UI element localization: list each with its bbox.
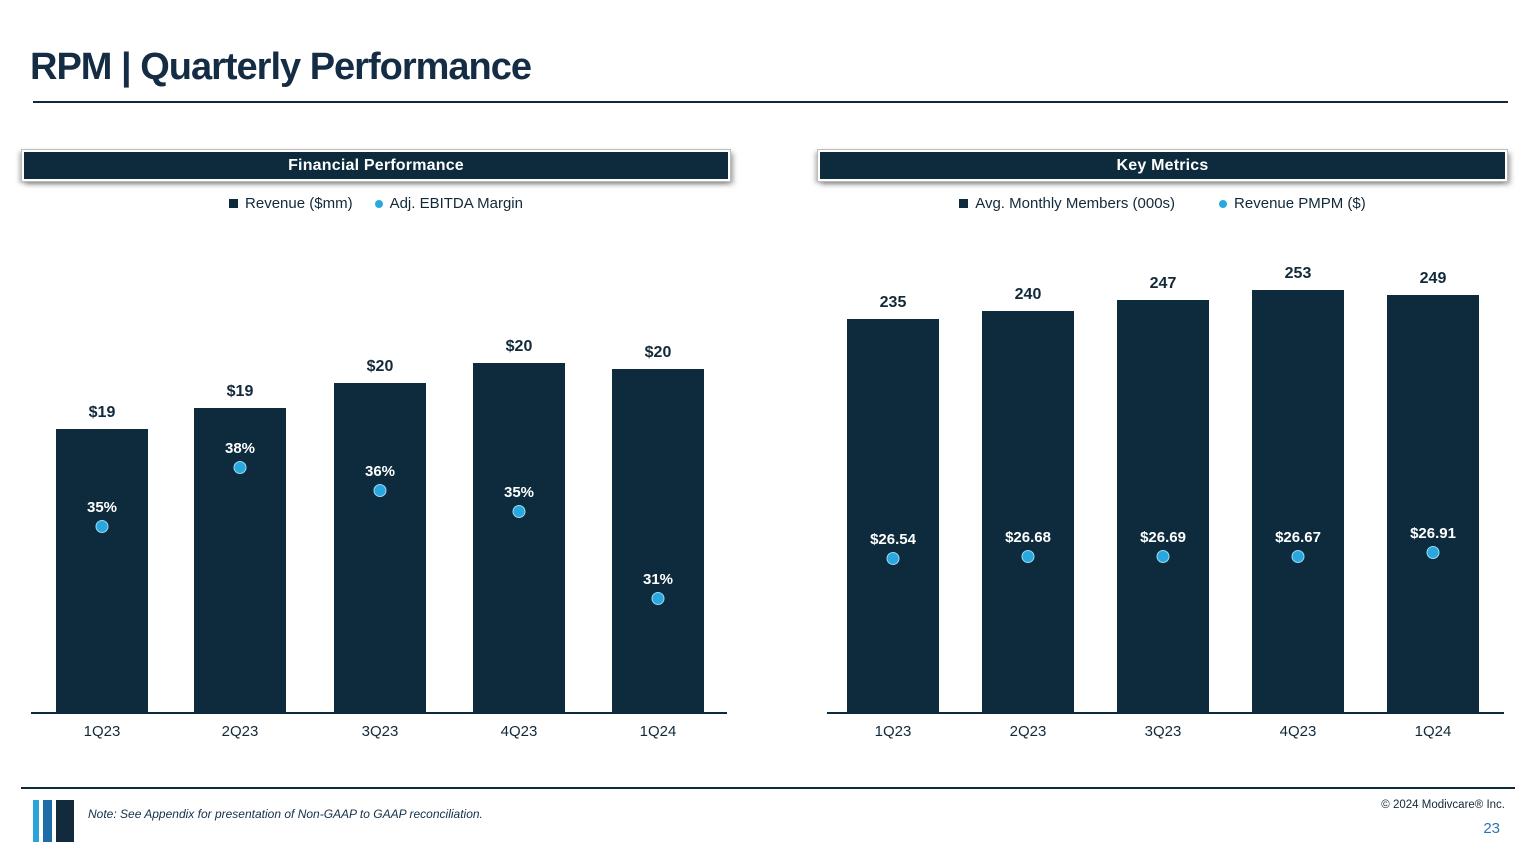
data-point-dot-icon <box>1021 550 1035 563</box>
dot-value-label: 38% <box>224 440 256 457</box>
legend-item-revenue-pmpm: Revenue PMPM ($) <box>1219 195 1366 212</box>
bar-4q23 <box>473 363 565 714</box>
footnote: Note: See Appendix for presentation of N… <box>88 807 483 821</box>
bar-3q23 <box>1117 300 1209 714</box>
bar-value-label: $20 <box>505 338 533 355</box>
bar-series-marker-icon <box>959 199 969 208</box>
x-axis-label: 4Q23 <box>1279 723 1317 740</box>
dot-series-marker-icon <box>1219 199 1228 208</box>
bar-value-label: $20 <box>644 344 672 361</box>
panel-title: Financial Performance <box>288 156 464 174</box>
legend-label: Revenue ($mm) <box>245 195 353 212</box>
legend-label: Revenue PMPM ($) <box>1234 195 1366 212</box>
bar-1q24 <box>1387 295 1479 714</box>
x-axis-label: 2Q23 <box>1009 723 1047 740</box>
data-point-dot-icon <box>1156 550 1170 563</box>
x-axis-label: 1Q23 <box>874 723 912 740</box>
dot-value-label: $26.67 <box>1275 529 1321 546</box>
x-axis-label: 4Q23 <box>500 723 538 740</box>
bar-1q24 <box>612 369 704 714</box>
logo-bar-icon <box>43 800 52 842</box>
bar-value-label: 249 <box>1419 270 1447 287</box>
data-point-dot-icon <box>233 461 247 474</box>
x-axis-label: 2Q23 <box>221 723 259 740</box>
slide-title: RPM | Quarterly Performance <box>30 46 532 88</box>
dot-value-label: 35% <box>503 484 535 501</box>
bar-value-label: 253 <box>1284 265 1312 282</box>
bar-value-label: 240 <box>1014 286 1042 303</box>
logo-bar-icon <box>56 800 74 842</box>
data-point-dot-icon <box>1291 550 1305 563</box>
footer-divider <box>21 787 1515 789</box>
dot-value-label: $26.54 <box>870 531 916 548</box>
dot-value-label: $26.68 <box>1005 529 1051 546</box>
bar-2q23 <box>194 408 286 714</box>
panel-header-financial-performance: Financial Performance <box>21 149 731 182</box>
dot-value-label: $26.69 <box>1140 529 1186 546</box>
bar-value-label: 247 <box>1149 275 1177 292</box>
bar-1q23 <box>847 319 939 714</box>
legend-label: Avg. Monthly Members (000s) <box>975 195 1176 212</box>
bar-value-label: $20 <box>366 358 394 375</box>
bar-value-label: 235 <box>879 294 907 311</box>
financial-performance-legend: Revenue ($mm) Adj. EBITDA Margin <box>22 195 730 212</box>
title-divider <box>33 101 1508 103</box>
x-axis-label: 1Q24 <box>1414 723 1452 740</box>
modivcare-logo <box>33 800 74 842</box>
dot-value-label: $26.91 <box>1410 525 1456 542</box>
bar-2q23 <box>982 311 1074 714</box>
data-point-dot-icon <box>651 592 665 605</box>
panel-header-key-metrics: Key Metrics <box>817 149 1508 182</box>
data-point-dot-icon <box>373 484 387 497</box>
x-axis-label: 1Q23 <box>83 723 121 740</box>
data-point-dot-icon <box>512 505 526 518</box>
bar-1q23 <box>56 429 148 714</box>
bar-4q23 <box>1252 290 1344 714</box>
data-point-dot-icon <box>95 520 109 533</box>
bar-series-marker-icon <box>229 199 239 208</box>
data-point-dot-icon <box>886 552 900 565</box>
bar-3q23 <box>334 383 426 714</box>
dot-value-label: 35% <box>86 499 118 516</box>
dot-value-label: 31% <box>642 571 674 588</box>
legend-item-ebitda-margin: Adj. EBITDA Margin <box>374 195 523 212</box>
key-metrics-panel: Key Metrics Avg. Monthly Members (000s) … <box>817 149 1508 740</box>
financial-performance-panel: Financial Performance Revenue ($mm) Adj.… <box>21 149 731 740</box>
x-axis-label: 3Q23 <box>361 723 399 740</box>
data-point-dot-icon <box>1426 546 1440 559</box>
key-metrics-chart: 235 $26.54 1Q23 240 $26.68 2Q23 247 $26.69 3Q23 2… <box>818 216 1507 740</box>
financial-performance-chart: $19 35% 1Q23 $19 38% 2Q23 $20 36% 3Q23 $20 35% 4Q23… <box>22 216 730 740</box>
copyright: © 2024 Modivcare® Inc. <box>1381 799 1505 811</box>
panel-title: Key Metrics <box>1116 156 1209 174</box>
logo-bar-icon <box>33 800 39 842</box>
x-axis-label: 1Q24 <box>639 723 677 740</box>
dot-series-marker-icon <box>374 199 383 208</box>
legend-label: Adj. EBITDA Margin <box>389 195 523 212</box>
legend-item-revenue: Revenue ($mm) <box>229 195 353 212</box>
bar-value-label: $19 <box>226 383 254 400</box>
key-metrics-legend: Avg. Monthly Members (000s) Revenue PMPM… <box>818 195 1507 212</box>
dot-value-label: 36% <box>364 463 396 480</box>
x-axis-label: 3Q23 <box>1144 723 1182 740</box>
page-number: 23 <box>1483 820 1500 837</box>
legend-item-avg-monthly-members: Avg. Monthly Members (000s) <box>959 195 1175 212</box>
bar-value-label: $19 <box>88 404 116 421</box>
